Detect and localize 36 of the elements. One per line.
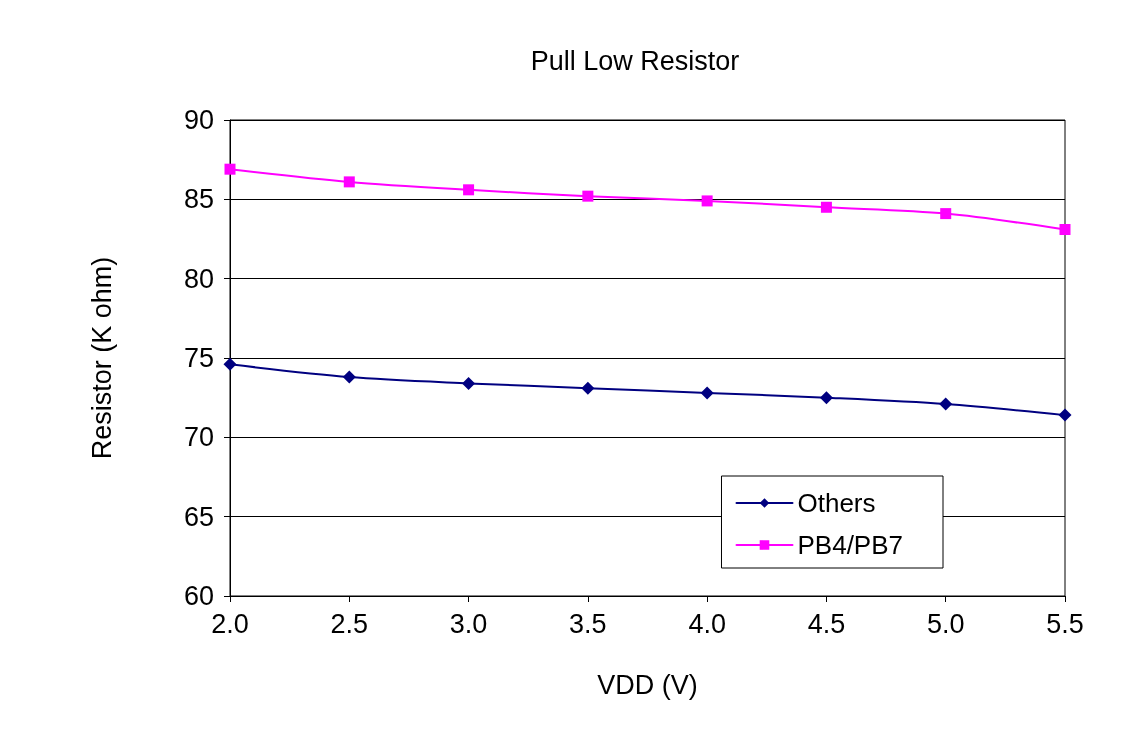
y-tick-label: 80: [183, 263, 214, 294]
point: [342, 370, 356, 384]
x-tick-label: 2.5: [330, 608, 369, 639]
x-tick-label: 5.0: [926, 608, 965, 639]
chart-title: Pull Low Resistor: [530, 45, 740, 76]
legend-label: PB4/PB7: [797, 530, 903, 560]
y-axis-title: Resistor (K ohm): [86, 256, 117, 460]
point: [939, 397, 953, 411]
x-tick-label: 4.5: [807, 608, 846, 639]
point: [582, 190, 594, 202]
point: [224, 163, 236, 175]
point: [701, 195, 713, 207]
x-tick-label: 2.0: [211, 608, 249, 639]
x-axis-title: VDD (V): [597, 669, 698, 700]
point: [1058, 408, 1072, 422]
point: [700, 386, 714, 400]
x-tick-label: 4.0: [688, 608, 726, 639]
point: [820, 201, 832, 213]
y-tick-label: 60: [183, 581, 214, 611]
point: [462, 376, 476, 390]
point: [581, 381, 595, 395]
point: [1059, 223, 1071, 235]
y-tick-label: 70: [183, 422, 214, 453]
point: [223, 357, 237, 371]
y-tick-label: 65: [183, 501, 214, 532]
y-tick-label: 85: [183, 184, 214, 215]
x-tick-label: 3.0: [449, 608, 488, 639]
point: [819, 391, 833, 405]
point: [940, 208, 952, 220]
x-tick-label: 3.5: [569, 608, 607, 639]
x-tick-label: 5.5: [1046, 608, 1084, 639]
y-tick-label: 75: [183, 343, 214, 373]
point: [343, 176, 355, 188]
y-tick-label: 90: [183, 105, 214, 135]
point: [463, 184, 475, 196]
legend-label: Others: [797, 488, 876, 518]
